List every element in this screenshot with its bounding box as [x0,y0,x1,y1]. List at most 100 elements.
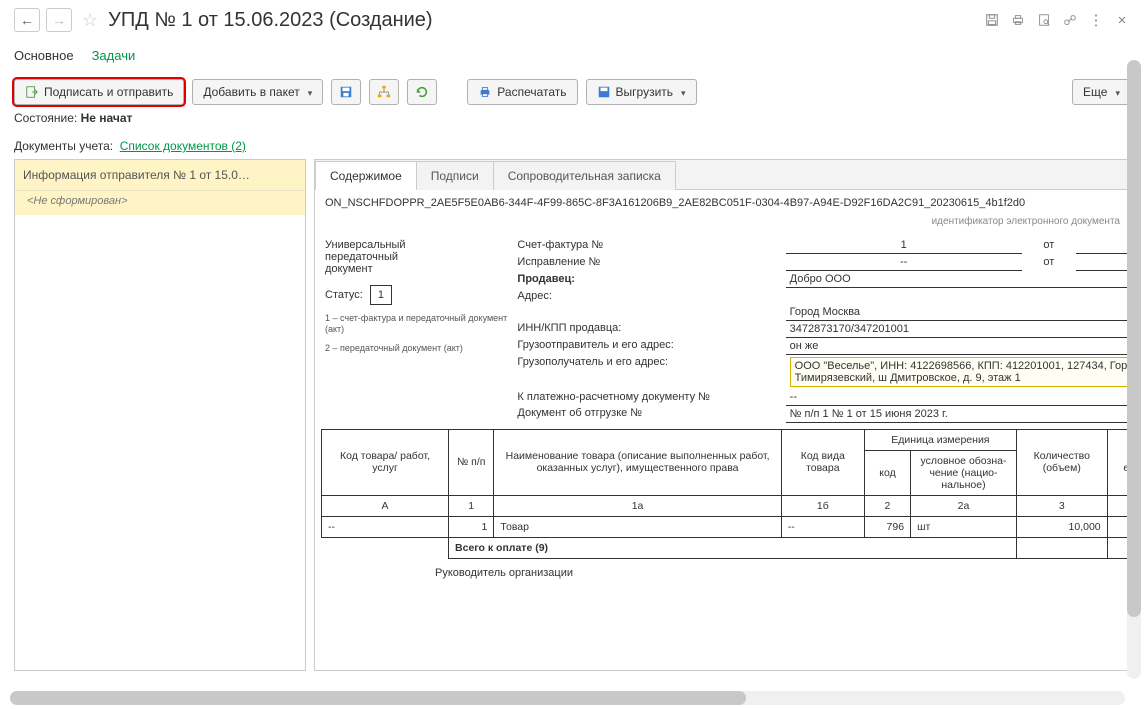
link-icon[interactable] [1061,11,1079,29]
print-button[interactable]: Распечатать [467,79,577,105]
payment-label: К платежно-расчетному документу № [513,389,785,406]
seller-label: Продавец: [517,273,574,285]
h-1b: 1б [781,495,864,516]
hierarchy-button[interactable] [369,79,399,105]
save-disk-icon[interactable] [983,11,1001,29]
save-button[interactable] [331,79,361,105]
corr-num: -- [786,254,1022,271]
sf-num: 1 [786,237,1022,254]
total-label: Всего к оплате (9) [449,537,1017,558]
sf-ot: от [1022,237,1076,254]
total-row: Всего к оплате (9) 8 333,33 [322,537,1131,558]
vertical-scrollbar[interactable] [1127,159,1131,671]
h-2: 2 [864,495,910,516]
innkpp-val: 3472873170/347201001 [786,320,1130,337]
add-to-packet-button[interactable]: Добавить в пакет [192,79,323,105]
shipdoc-val: № п/п 1 № 1 от 15 июня 2023 г. [786,405,1130,422]
cell-unit-code: 796 [864,516,910,537]
consignee-label: Грузополучатель и его адрес: [513,354,785,389]
more-label: Еще [1083,85,1107,99]
close-icon[interactable]: × [1113,11,1131,29]
h-a: А [322,495,449,516]
export-button[interactable]: Выгрузить [586,79,697,105]
col-kind: Код вида товара [781,429,864,495]
sf-date: 15 июня 2023 г. [1076,237,1130,254]
more-button[interactable]: Еще [1072,79,1131,105]
sign-send-icon [25,85,39,99]
addr-label: Адрес: [513,288,785,304]
sender-info-status: <Не сформирован> [15,191,305,215]
sf-label: Счет-фактура № [513,237,785,254]
refresh-icon [415,85,429,99]
export-icon [597,85,611,99]
save-icon [339,85,353,99]
upd-word-1: Универсальный [325,239,509,251]
kebab-menu-icon[interactable]: ⋮ [1087,11,1105,29]
doc-id-label: идентификатор электронного документа [315,216,1130,231]
col-num: № п/п [449,429,494,495]
addr-val: Город Москва [786,304,1130,321]
cell-name: Товар [494,516,781,537]
favorite-star-icon[interactable]: ☆ [82,10,98,31]
page-title: УПД № 1 от 15.06.2023 (Создание) [108,9,432,32]
col-code: Код товара/ работ, услуг [322,429,449,495]
innkpp-label: ИНН/КПП продавца: [513,320,785,337]
corr-label: Исправление № [513,254,785,271]
shipper-val: он же [786,337,1130,354]
doc-tab-cover[interactable]: Сопроводительная записка [493,161,676,190]
cell-num: 1 [449,516,494,537]
doc-tab-signatures[interactable]: Подписи [416,161,494,190]
sign-and-send-button[interactable]: Подписать и отправить [14,79,184,105]
col-unit-code: код [864,450,910,495]
corr-ot: от [1022,254,1076,271]
refresh-button[interactable] [407,79,437,105]
cell-unit-desc: шт [911,516,1017,537]
col-qty: Коли­чество (объем) [1016,429,1107,495]
payment-val: -- [786,389,1130,406]
doclist-link[interactable]: Список документов (2) [120,139,246,153]
printer-icon [478,85,492,99]
consignee-val: ООО "Веселье", ИНН: 4122698566, КПП: 412… [790,357,1130,387]
items-table: Код товара/ работ, услуг № п/п Наименова… [321,429,1130,559]
head-org-label: Руководитель организации [431,561,1130,585]
hierarchy-icon [377,85,391,99]
col-unit: Единица измерения [864,429,1016,450]
left-panel: Информация отправителя № 1 от 15.0… <Не … [14,159,306,671]
h-1a: 1а [494,495,781,516]
status-field-label: Статус: [325,289,363,301]
cell-code: -- [322,516,449,537]
status-label: Состояние: [14,111,77,125]
seller-name: Добро ООО [786,271,1130,288]
nav-forward-button: → [46,8,72,32]
status-note-2: 2 – передаточный документ (акт) [325,343,509,354]
table-row: -- 1 Товар -- 796 шт 10,000 833,33 8 333… [322,516,1131,537]
status-value: Не начат [81,111,133,125]
status-field-value: 1 [370,285,392,305]
doc-body: Универсальный передаточный документ Стат… [315,231,1130,670]
tab-tasks[interactable]: Задачи [92,44,136,67]
tab-main[interactable]: Основное [14,44,74,67]
status-note-1: 1 – счет-фактура и передаточный документ… [325,313,509,335]
sign-send-label: Подписать и отправить [44,85,173,99]
h-2a: 2а [911,495,1017,516]
corr-date: -- [1076,254,1130,271]
doclist-label: Документы учета: [14,139,113,153]
cell-kind: -- [781,516,864,537]
export-label: Выгрузить [616,85,674,99]
right-panel: Содержимое Подписи Сопроводительная запи… [314,159,1131,671]
h-3: 3 [1016,495,1107,516]
shipdoc-label: Документ об отгрузке № [513,405,785,422]
nav-back-button[interactable]: ← [14,8,40,32]
print-icon[interactable] [1009,11,1027,29]
print-label: Распечатать [497,85,566,99]
col-unit-desc: условное обозна­чение (нацио­нальное) [911,450,1017,495]
doc-filename: ON_NSCHFDOPPR_2AE5F5E0AB6-344F-4F99-865C… [315,190,1130,216]
upd-word-2: передаточный [325,251,509,263]
doc-tab-content[interactable]: Содержимое [315,161,417,190]
shipper-label: Грузоотправитель и его адрес: [513,337,785,354]
preview-icon[interactable] [1035,11,1053,29]
cell-qty: 10,000 [1016,516,1107,537]
h-1: 1 [449,495,494,516]
sender-info-header[interactable]: Информация отправителя № 1 от 15.0… [15,160,305,191]
upd-word-3: документ [325,263,509,275]
